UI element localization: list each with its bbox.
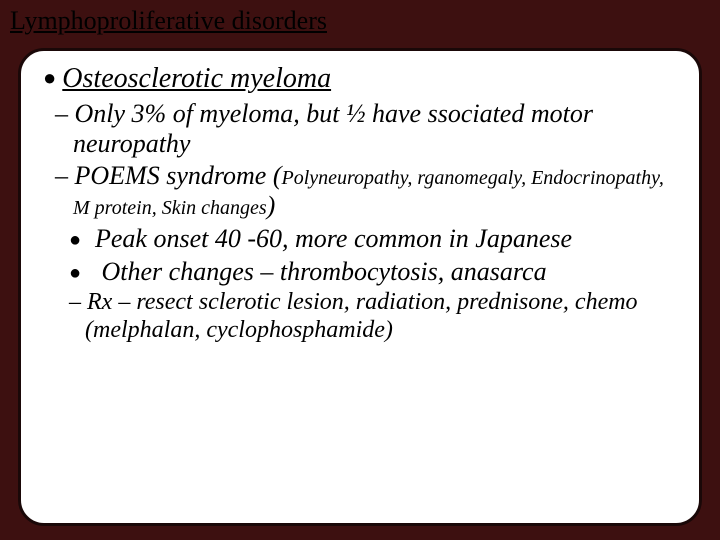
poems-label: POEMS syndrome ( bbox=[75, 161, 282, 190]
bullet-poems-syndrome: POEMS syndrome (Polyneuropathy, rganomeg… bbox=[73, 161, 677, 221]
subbullet-other-changes: Other changes – thrombocytosis, anasarca bbox=[113, 256, 677, 287]
content-panel: Osteosclerotic myeloma Only 3% of myelom… bbox=[18, 48, 702, 526]
slide: Lymphoproliferative disorders Osteoscler… bbox=[0, 0, 720, 540]
other-changes-text: thrombocytosis, anasarca bbox=[273, 257, 546, 286]
subbullet-peak-onset: Peak onset 40 -60, more common in Japane… bbox=[113, 223, 677, 254]
rx-text: resect sclerotic lesion, radiation, pred… bbox=[85, 289, 638, 343]
bullet-rx: Rx – resect sclerotic lesion, radiation,… bbox=[85, 289, 677, 344]
slide-title: Lymphoproliferative disorders bbox=[10, 6, 327, 36]
poems-close: ) bbox=[267, 191, 276, 220]
bullet-myeloma-stat: Only 3% of myeloma, but ½ have ssociated… bbox=[73, 99, 677, 159]
heading-osteosclerotic: Osteosclerotic myeloma bbox=[43, 63, 677, 95]
dash-icon: – bbox=[260, 257, 273, 286]
other-changes-label: Other changes bbox=[102, 257, 261, 286]
rx-label: Rx bbox=[87, 289, 118, 315]
dash-icon: – bbox=[118, 289, 130, 315]
